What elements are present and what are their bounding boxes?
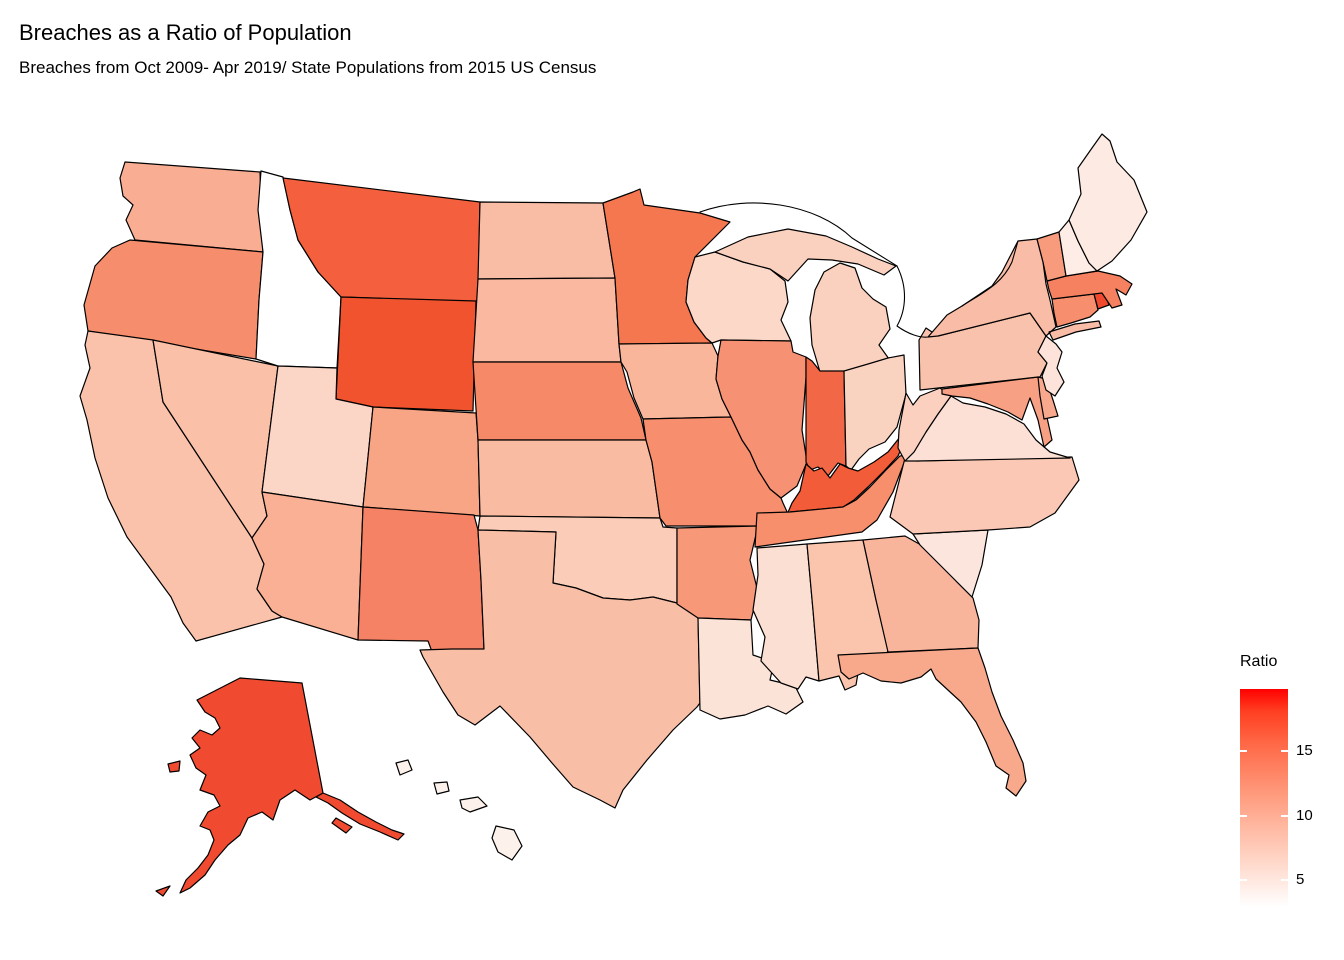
plot-title: Breaches as a Ratio of Population [19,20,352,45]
state-tennessee: Tennessee: 12.6 [754,454,908,548]
legend-gradient-bar [1240,689,1288,907]
legend-label-15: 15 [1296,742,1313,759]
legend-label-5: 5 [1296,871,1305,888]
state-shapes: Washington: 10 Oregon: 12.6 California: … [79,133,1148,897]
legend-tick-10-right [1281,815,1288,817]
state-north-carolina: North Carolina: 7.7 [889,456,1080,535]
state-colorado: Colorado: 10.8 [362,406,481,517]
state-florida: Florida: 10.4 [837,647,1027,797]
state-vermont: Vermont: 11.6 [1036,231,1067,282]
state-wyoming: Wyoming: 16.9 [335,296,477,412]
state-south-dakota: South Dakota: 9.1 [472,277,622,363]
state-kansas: Kansas: 8.9 [477,439,661,519]
lake-huron-erie-border-line [896,265,929,338]
state-hawaii: Hawaii: 4.1 [395,759,523,861]
legend: Ratio 15 10 5 [1240,648,1344,928]
state-alaska: Alaska: 17.4 [155,677,405,897]
state-north-dakota: North Dakota: 8.8 [477,201,616,280]
plot-subtitle: Breaches from Oct 2009- Apr 2019/ State … [19,58,597,77]
lake-ontario-border-line [961,240,1019,307]
legend-tick-5-right [1281,879,1288,881]
state-west-virginia: West Virginia: 7 [897,387,952,462]
legend-label-10: 10 [1296,807,1313,824]
state-maine: Maine: 4.7 [1068,133,1148,272]
state-washington: Washington: 10 [119,161,264,253]
state-new-jersey: New Jersey: 5.4 [1037,335,1065,397]
state-new-mexico: New Mexico: 13.5 [357,506,485,658]
lake-superior-border-line [699,202,898,267]
legend-tick-15-left [1240,750,1247,752]
state-massachusetts: Massachusetts: 13.6 [1046,270,1133,309]
legend-tick-15-right [1281,750,1288,752]
state-illinois: Illinois: 12.4 [715,339,808,499]
state-arkansas: Arkansas: 11.8 [676,525,759,621]
state-texas: Texas: 8.6 [419,529,701,809]
great-lakes-border-lines [699,202,1019,338]
state-kentucky: Kentucky: 16.3 [785,436,907,518]
legend-tick-10-left [1240,815,1247,817]
state-nebraska: Nebraska: 12.9 [472,361,647,441]
state-louisiana: Louisiana: 5.4 [697,617,804,720]
state-south-carolina: South Carolina: 5.2 [912,529,989,598]
state-michigan: Michigan: 7 [714,228,897,373]
state-indiana: Indiana: 15.6 [805,356,847,477]
state-georgia: Georgia: 9.4 [862,535,980,653]
legend-title: Ratio [1240,653,1278,670]
legend-tick-5-left [1240,879,1247,881]
